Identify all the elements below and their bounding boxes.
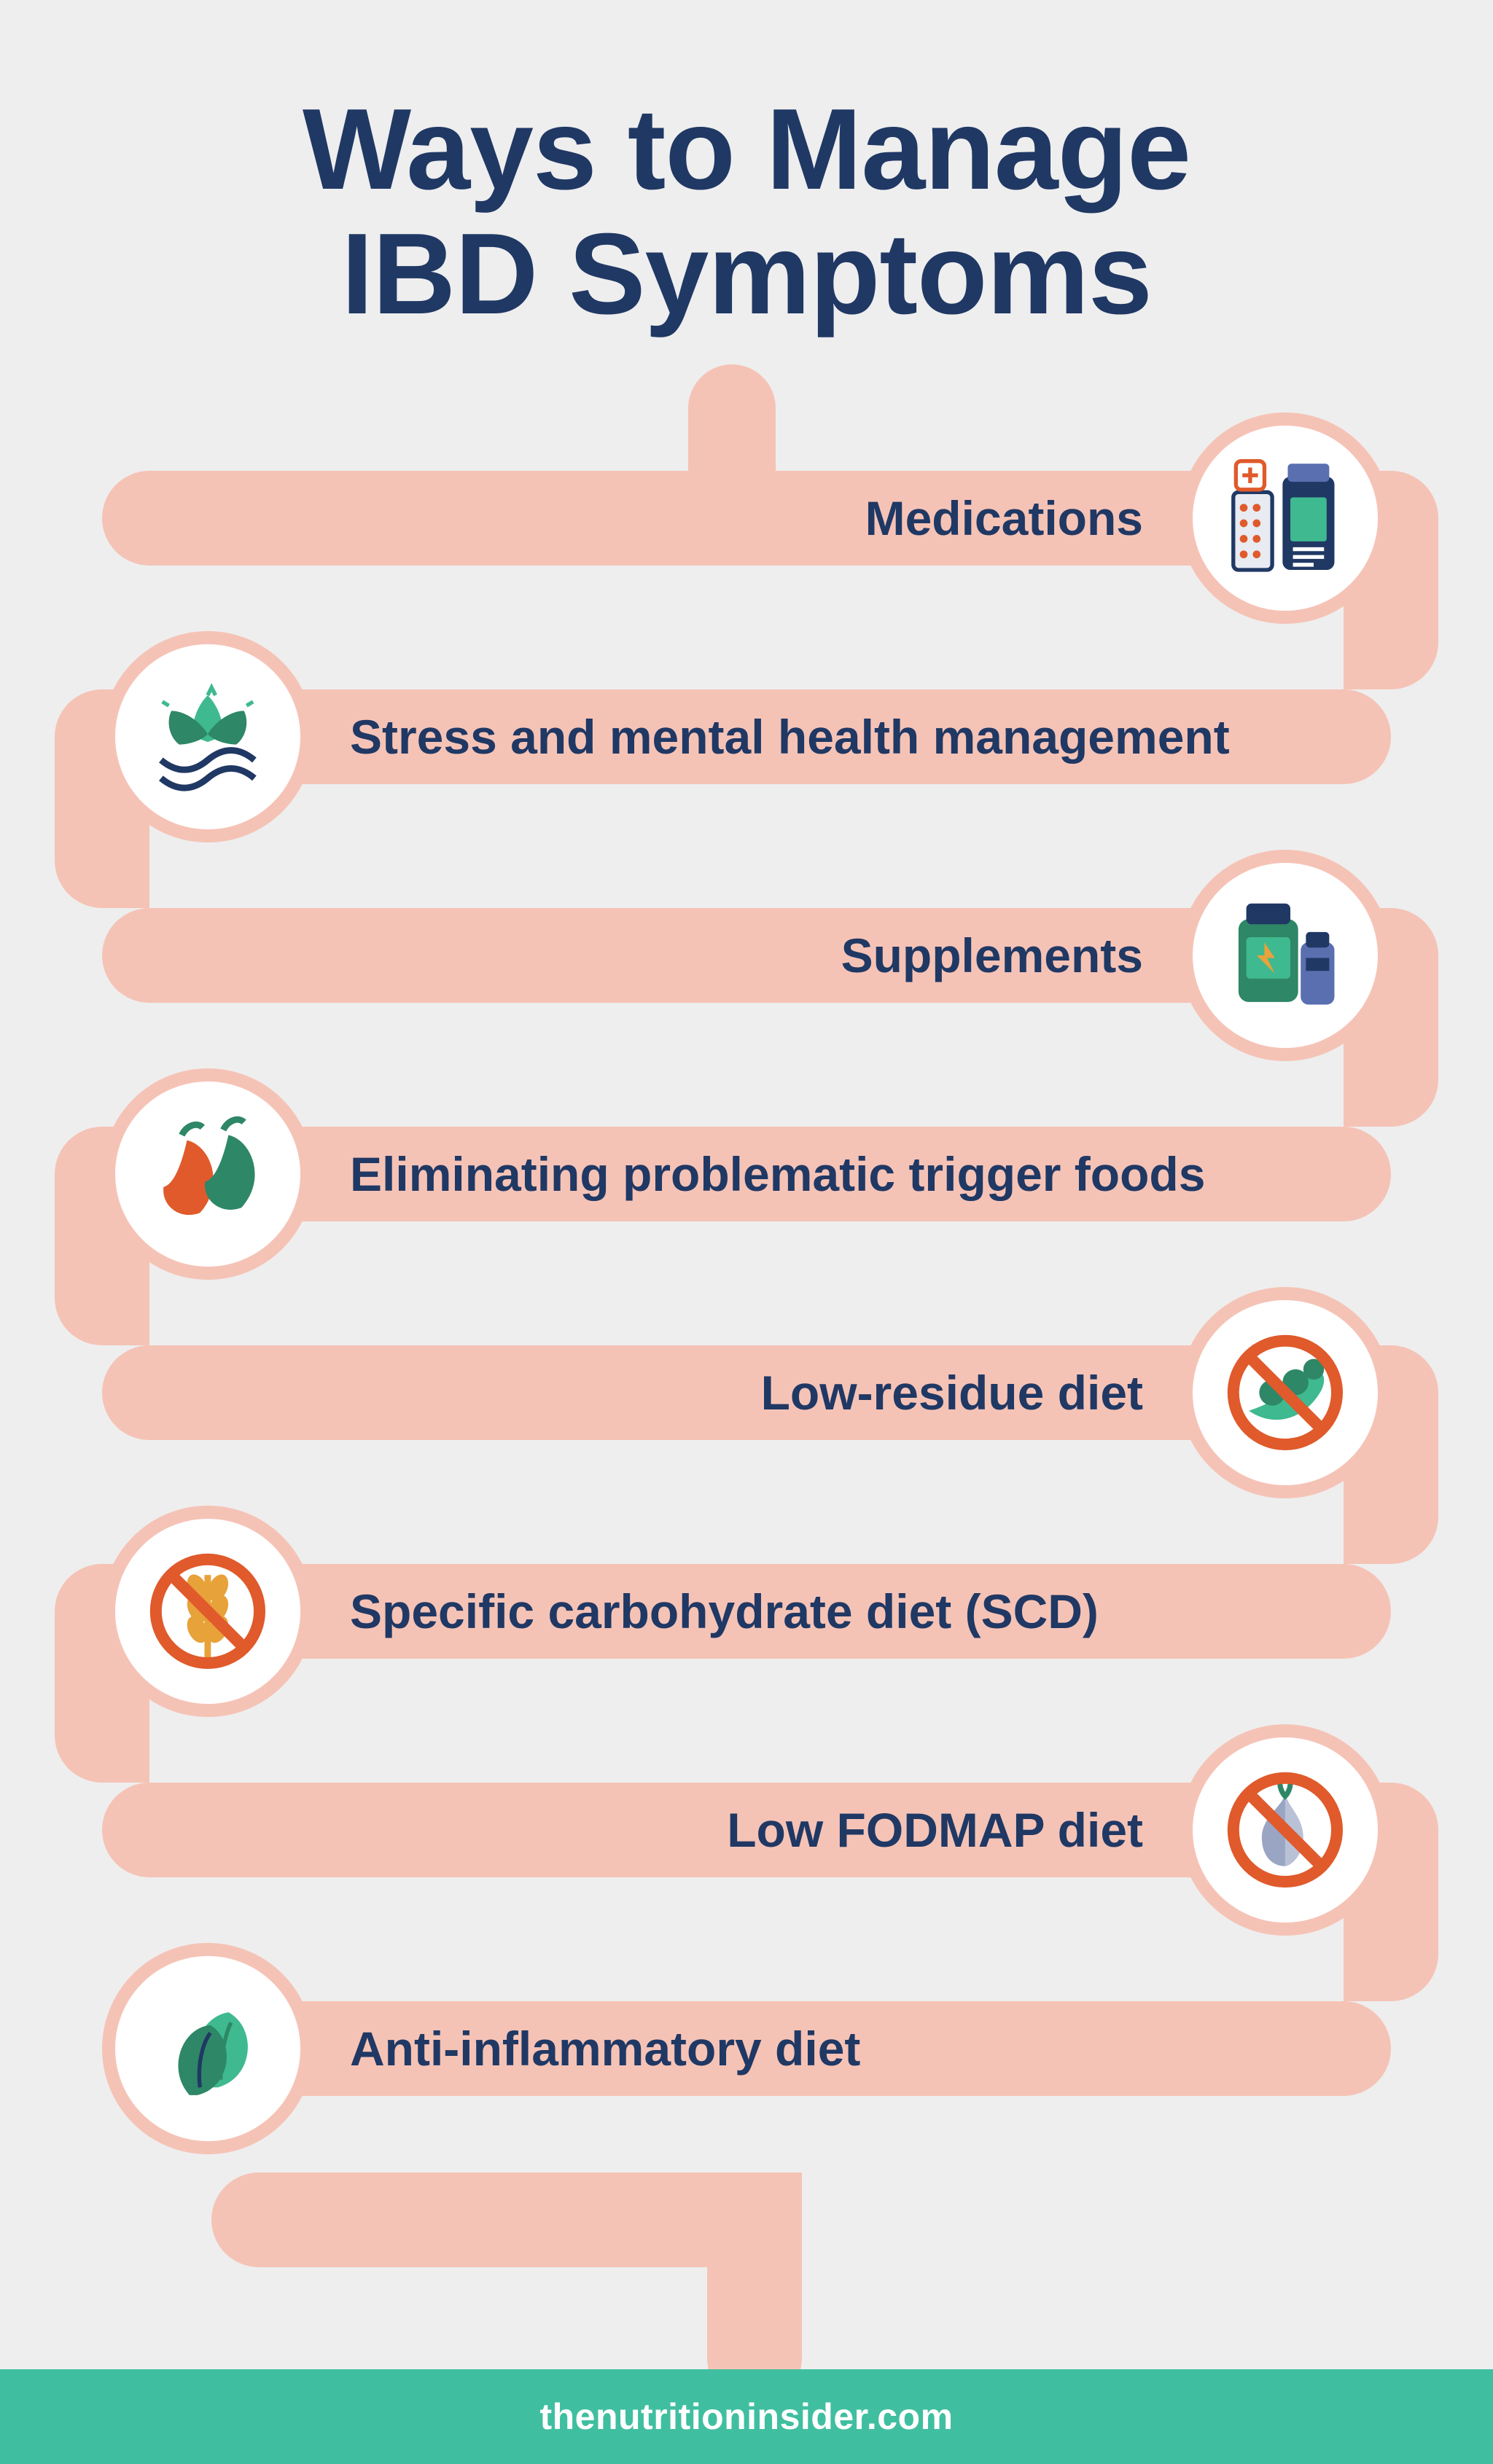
list-item: Eliminating problematic trigger foods — [102, 1079, 1391, 1269]
item-label: Low-residue diet — [761, 1365, 1143, 1420]
item-label: Supplements — [841, 928, 1143, 983]
title-line-1: Ways to Manage — [303, 85, 1190, 214]
chili-icon — [102, 1068, 313, 1280]
items-list: Medications — [102, 423, 1391, 2406]
list-item: Stress and mental health management — [102, 642, 1391, 832]
list-item: Specific carbohydrate diet (SCD) — [102, 1517, 1391, 1706]
supplements-icon — [1180, 850, 1391, 1061]
item-label: Specific carbohydrate diet (SCD) — [350, 1584, 1099, 1639]
item-label: Medications — [865, 490, 1143, 546]
item-label: Stress and mental health management — [350, 709, 1230, 764]
leafy-greens-icon — [102, 1943, 313, 2154]
lotus-icon — [102, 631, 313, 842]
infographic-page: Ways to Manage IBD Symptoms Medications — [0, 0, 1493, 2464]
item-label: Anti-inflammatory diet — [350, 2021, 860, 2076]
title-line-2: IBD Symptoms — [341, 210, 1152, 338]
footer-bar: thenutritioninsider.com — [0, 2369, 1493, 2464]
item-label: Eliminating problematic trigger foods — [350, 1146, 1205, 1202]
no-garlic-icon — [1180, 1724, 1391, 1936]
list-item: Low FODMAP diet — [102, 1735, 1391, 1925]
page-title: Ways to Manage IBD Symptoms — [0, 0, 1493, 336]
no-wheat-icon — [102, 1506, 313, 1717]
list-item: Anti-inflammatory diet — [102, 1954, 1391, 2143]
medications-icon — [1180, 412, 1391, 624]
item-label: Low FODMAP diet — [727, 1802, 1143, 1858]
no-peas-icon — [1180, 1287, 1391, 1498]
list-item: Medications — [102, 423, 1391, 613]
list-item: Supplements — [102, 861, 1391, 1050]
list-item: Low-residue diet — [102, 1298, 1391, 1487]
footer-text: thenutritioninsider.com — [539, 2395, 953, 2438]
